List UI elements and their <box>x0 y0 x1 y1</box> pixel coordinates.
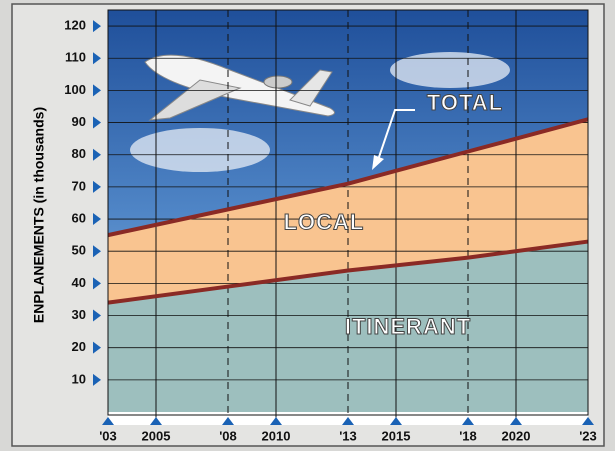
y-tick-label: 20 <box>72 339 86 354</box>
x-tick-label: '13 <box>339 428 357 443</box>
x-tick-arrow <box>462 417 474 425</box>
x-tick-label: '08 <box>219 428 237 443</box>
y-tick-label: 40 <box>72 275 86 290</box>
y-tick-arrow <box>93 116 101 129</box>
y-tick-arrow <box>93 373 101 386</box>
y-tick-label: 120 <box>64 18 86 33</box>
x-tick-label: 2010 <box>262 428 291 443</box>
y-tick-arrow <box>93 213 101 226</box>
x-tick-label: '18 <box>459 428 477 443</box>
x-tick-arrow <box>390 417 402 425</box>
y-tick-arrow <box>93 148 101 161</box>
x-tick-arrow <box>510 417 522 425</box>
series-line <box>107 117 589 238</box>
y-tick-arrow <box>93 245 101 258</box>
series-label: ITINERANT <box>345 314 471 339</box>
y-axis-label: ENPLANEMENTS (in thousands) <box>31 107 47 323</box>
x-tick-label: 2015 <box>382 428 411 443</box>
y-tick-arrow <box>93 84 101 97</box>
plot-border <box>107 9 589 416</box>
x-tick-arrow <box>342 417 354 425</box>
y-tick-arrow <box>93 309 101 322</box>
y-tick-label: 10 <box>72 371 86 386</box>
x-tick-label: '23 <box>579 428 597 443</box>
y-tick-label: 100 <box>64 82 86 97</box>
x-tick-label: 2020 <box>502 428 531 443</box>
series-line <box>107 239 589 305</box>
y-tick-label: 80 <box>72 146 86 161</box>
x-tick-label: '03 <box>99 428 117 443</box>
y-tick-arrow <box>93 52 101 65</box>
y-tick-label: 30 <box>72 307 86 322</box>
annotation: TOTAL <box>427 90 503 115</box>
y-tick-label: 50 <box>72 243 86 258</box>
annotation-arrowhead <box>372 155 384 170</box>
series-label: LOCAL <box>284 210 365 235</box>
y-tick-label: 90 <box>72 114 86 129</box>
y-tick-label: 60 <box>72 210 86 225</box>
y-tick-arrow <box>93 180 101 193</box>
y-tick-arrow <box>93 277 101 290</box>
y-tick-arrow <box>93 341 101 354</box>
x-tick-arrow <box>582 417 594 425</box>
x-tick-arrow <box>102 417 114 425</box>
x-tick-arrow <box>222 417 234 425</box>
x-tick-label: 2005 <box>142 428 171 443</box>
y-tick-label: 70 <box>72 178 86 193</box>
y-tick-arrow <box>93 20 101 33</box>
x-tick-arrow <box>270 417 282 425</box>
x-tick-arrow <box>150 417 162 425</box>
y-tick-label: 110 <box>65 50 86 65</box>
annotation-arrow <box>377 109 415 161</box>
